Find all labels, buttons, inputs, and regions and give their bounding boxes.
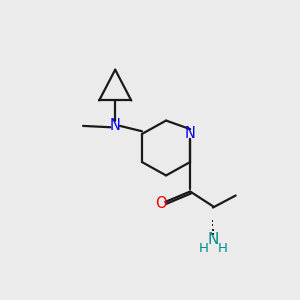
Text: N: N (185, 126, 196, 141)
Text: H: H (199, 242, 208, 255)
Text: N: N (110, 118, 121, 134)
Text: O: O (155, 196, 167, 211)
Text: N: N (207, 232, 219, 247)
Text: H: H (217, 242, 227, 255)
